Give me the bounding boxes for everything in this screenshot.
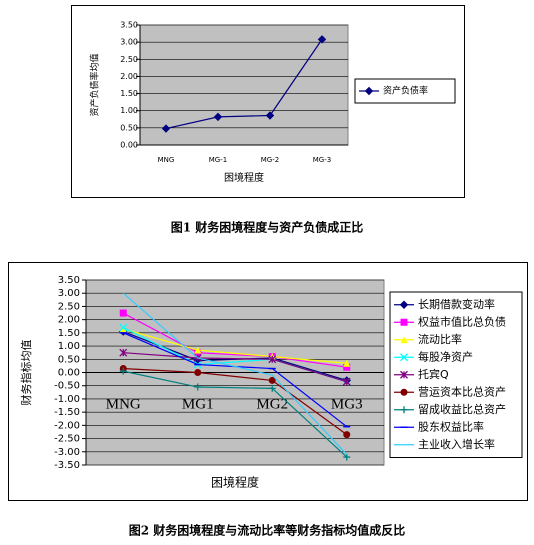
y-tick-label: -3.00 <box>54 447 80 458</box>
y-tick-label: 1.50 <box>120 89 138 98</box>
marker <box>119 325 127 333</box>
y-tick-label: -2.00 <box>54 420 80 431</box>
marker <box>400 370 408 379</box>
marker <box>268 355 277 364</box>
y-tick-label: 0.00 <box>58 368 80 379</box>
marker <box>268 384 276 392</box>
marker <box>119 309 127 317</box>
x-tick-label: MG3 <box>331 396 363 412</box>
legend-label: 流动比率 <box>418 332 462 346</box>
marker <box>364 86 374 96</box>
marker <box>343 359 351 367</box>
marker <box>343 363 351 371</box>
series-line <box>123 328 347 364</box>
x-tick-label: MG2 <box>256 396 288 412</box>
y-tick-label: 0.00 <box>120 141 138 150</box>
series-line <box>123 367 348 436</box>
y-tick-label: 2.00 <box>58 315 80 326</box>
y-tick-label: 1.00 <box>120 106 138 115</box>
y-tick-label: 2.50 <box>120 55 138 64</box>
marker <box>268 376 276 384</box>
legend-label: 营运资本比总资产 <box>418 384 506 398</box>
series-line <box>122 292 348 455</box>
x-axis-label: 困境程度 <box>211 475 259 490</box>
x-axis-label: 困境程度 <box>224 171 264 184</box>
x-tick-label: MG-1 <box>209 156 227 164</box>
y-tick-label: -0.50 <box>54 381 80 392</box>
marker <box>400 388 408 396</box>
marker <box>161 124 171 133</box>
y-tick-label: 2.50 <box>58 301 80 312</box>
y-tick-label: -1.00 <box>54 394 80 405</box>
legend-label: 资产负债率 <box>383 85 428 97</box>
figure-caption: 图1 财务困境程度与资产负债成正比 <box>171 220 364 235</box>
marker <box>119 323 128 332</box>
marker <box>400 353 408 362</box>
legend-label: 权益市值比总负债 <box>418 314 506 328</box>
marker <box>265 111 275 120</box>
marker <box>400 336 408 344</box>
series-line <box>165 39 323 130</box>
marker <box>194 369 202 376</box>
y-tick-label: 3.50 <box>58 275 80 286</box>
y-tick-label: 1.50 <box>58 328 80 339</box>
x-tick-label: MG1 <box>182 396 214 412</box>
y-tick-label: -1.50 <box>54 407 80 418</box>
marker <box>194 346 202 354</box>
marker <box>400 406 408 414</box>
y-tick-label: 1.00 <box>58 341 80 352</box>
figure-caption: 图2 财务困境程度与流动比率等财务指标均值成反比 <box>129 523 406 538</box>
legend-label: 主业收入增长率 <box>418 437 495 451</box>
marker <box>400 318 408 326</box>
marker <box>213 112 223 122</box>
series-line <box>122 312 347 368</box>
marker <box>119 367 127 375</box>
y-tick-label: 3.00 <box>120 38 138 47</box>
y-tick-label: 3.50 <box>120 21 138 30</box>
y-tick-label: 0.50 <box>120 123 138 132</box>
marker <box>343 453 351 461</box>
x-tick-label: MNG <box>158 156 175 164</box>
y-tick-label: 0.50 <box>58 354 80 365</box>
y-tick-label: 3.00 <box>58 288 80 299</box>
series-line <box>123 370 348 458</box>
legend-label: 长期借款变动率 <box>418 297 495 311</box>
legend-label: 股东权益比率 <box>418 419 484 433</box>
y-axis-label: 财务指标均值 <box>19 340 33 406</box>
x-tick-label: MNG <box>106 396 141 412</box>
marker <box>399 300 409 309</box>
marker <box>194 383 202 391</box>
y-tick-label: -2.50 <box>54 434 80 445</box>
y-tick-label: 2.00 <box>120 72 138 81</box>
marker <box>342 377 351 386</box>
legend-label: 留成收益比总资产 <box>418 402 506 416</box>
marker <box>119 348 128 357</box>
x-tick-label: MG-2 <box>261 156 279 164</box>
legend-label: 托宾Q <box>418 367 449 381</box>
series-line <box>123 352 347 383</box>
marker <box>343 431 351 439</box>
y-axis-label: 资产负债率均值 <box>89 53 101 116</box>
y-tick-label: -3.50 <box>54 460 80 471</box>
x-tick-label: MG-3 <box>313 156 331 164</box>
marker <box>317 35 327 44</box>
legend-label: 每股净资产 <box>418 349 473 363</box>
